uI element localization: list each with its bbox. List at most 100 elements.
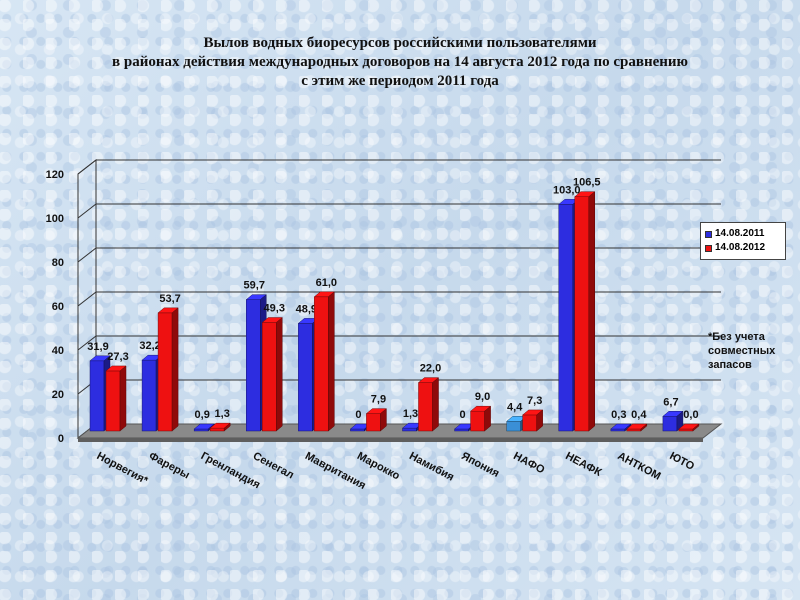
bar-front <box>454 428 469 432</box>
bar-14.08.2012-Сенегал <box>261 317 283 432</box>
bar-front <box>314 296 329 432</box>
bar-front <box>246 299 261 432</box>
bar-14.08.2012-АНТКОМ <box>626 423 648 432</box>
bar-front <box>626 428 642 432</box>
data-label: 4,4 <box>507 401 523 413</box>
legend-swatch-2011 <box>705 230 712 238</box>
data-label: 22,0 <box>420 363 441 375</box>
y-tick-label: 0 <box>58 433 64 445</box>
x-tick-label: НАФО <box>511 450 547 477</box>
bar-front <box>558 204 573 432</box>
data-label: 53,7 <box>159 293 180 305</box>
bar-14.08.2011-ЮТО <box>662 410 684 432</box>
bar-front <box>209 427 225 432</box>
bar-front <box>141 359 157 432</box>
bar-front <box>662 416 678 432</box>
x-tick-label: ЮТО <box>668 450 697 473</box>
legend: 14.08.2011 14.08.2012 <box>700 222 786 260</box>
y-tick-label: 80 <box>52 257 64 269</box>
data-label: 103,0 <box>553 184 581 196</box>
bar-front <box>610 428 626 432</box>
data-label: 0,9 <box>195 409 210 421</box>
legend-item-2011: 14.08.2011 <box>705 227 781 241</box>
footnote-line: *Без учета <box>708 331 765 343</box>
y-tick-label: 100 <box>46 213 64 225</box>
gridline <box>77 159 721 175</box>
data-label: 27,3 <box>107 351 128 363</box>
plot-floor-edge <box>78 438 703 442</box>
y-tick-label: 20 <box>52 389 64 401</box>
bar-front <box>574 196 589 432</box>
gridline <box>77 247 721 263</box>
data-label: 0,3 <box>611 409 626 421</box>
bar-side <box>276 317 283 432</box>
bar-side <box>119 365 127 432</box>
bar-front <box>262 322 277 432</box>
bar-side <box>380 408 387 432</box>
y-tick-label: 60 <box>52 301 64 313</box>
data-label: 7,9 <box>371 394 386 406</box>
bar-front <box>418 382 433 432</box>
y-tick-label: 120 <box>46 169 64 181</box>
data-label: 7,3 <box>527 395 542 407</box>
bar-14.08.2012-Гренландия <box>209 422 231 432</box>
bar-14.08.2012-Норвегия* <box>105 365 127 432</box>
bar-front <box>105 370 121 432</box>
data-label: 1,3 <box>215 408 230 420</box>
data-label: 0,4 <box>631 409 647 421</box>
bar-side <box>640 423 648 432</box>
data-label: 48,9 <box>296 303 317 315</box>
bar-front <box>193 428 209 432</box>
bar-14.08.2012-Намибия <box>417 377 440 432</box>
bar-front <box>678 428 694 432</box>
x-tick-label: Сенегал <box>251 450 296 481</box>
bar-front <box>89 360 105 432</box>
gridline <box>77 203 721 219</box>
data-label: 32,2 <box>139 340 160 352</box>
bar-side <box>484 405 491 432</box>
bar-14.08.2012-Фареры <box>157 307 179 432</box>
data-label: 31,9 <box>87 341 108 353</box>
bar-front <box>522 414 537 432</box>
bar-side <box>223 422 231 432</box>
data-label: 49,3 <box>264 303 285 315</box>
data-label: 61,0 <box>316 277 337 289</box>
legend-label-2012: 14.08.2012 <box>715 242 766 253</box>
bar-14.08.2012-ЮТО <box>678 423 700 432</box>
bar-side <box>692 423 700 432</box>
x-tick-label: Япония <box>459 450 501 480</box>
bar-14.08.2012-НЕАФК <box>574 191 596 432</box>
bar-front <box>350 428 365 432</box>
data-label: 59,7 <box>244 280 265 292</box>
bar-14.08.2011-Норвегия* <box>89 355 111 432</box>
bar-front <box>402 427 417 432</box>
title-line: Вылов водных биоресурсов российскими пол… <box>203 35 597 51</box>
footnote-line: совместных <box>708 345 776 357</box>
bar-side <box>536 409 543 432</box>
legend-label-2011: 14.08.2011 <box>715 228 765 239</box>
data-label: 0 <box>355 409 361 421</box>
data-label: 6,7 <box>663 396 678 408</box>
legend-item-2012: 14.08.2012 <box>705 241 781 255</box>
gridline <box>77 335 721 351</box>
data-label: 106,5 <box>573 177 601 189</box>
bar-14.08.2012-НАФО <box>521 409 544 432</box>
x-tick-label: НЕАФК <box>563 450 603 479</box>
bar-14.08.2012-Мавритания <box>313 291 336 432</box>
bar-front <box>157 312 173 432</box>
data-label: 1,3 <box>403 408 418 420</box>
x-tick-label: Намибия <box>407 450 456 484</box>
x-tick-label: Норвегия* <box>95 450 151 487</box>
bar-14.08.2012-Япония <box>469 405 492 432</box>
bar-front <box>470 410 485 432</box>
data-label: 0,0 <box>683 409 698 421</box>
bar-side <box>171 307 179 432</box>
chart-title: Вылов водных биоресурсов российскими пол… <box>0 34 800 91</box>
title-line: в районах действия международных договор… <box>112 54 688 70</box>
legend-swatch-2012 <box>705 244 712 252</box>
x-tick-label: Фареры <box>147 450 192 481</box>
bar-side <box>432 377 439 432</box>
y-tick-label: 40 <box>52 345 64 357</box>
bar-front <box>298 323 313 432</box>
footnote: *Без учета совместных запасов <box>708 330 798 372</box>
